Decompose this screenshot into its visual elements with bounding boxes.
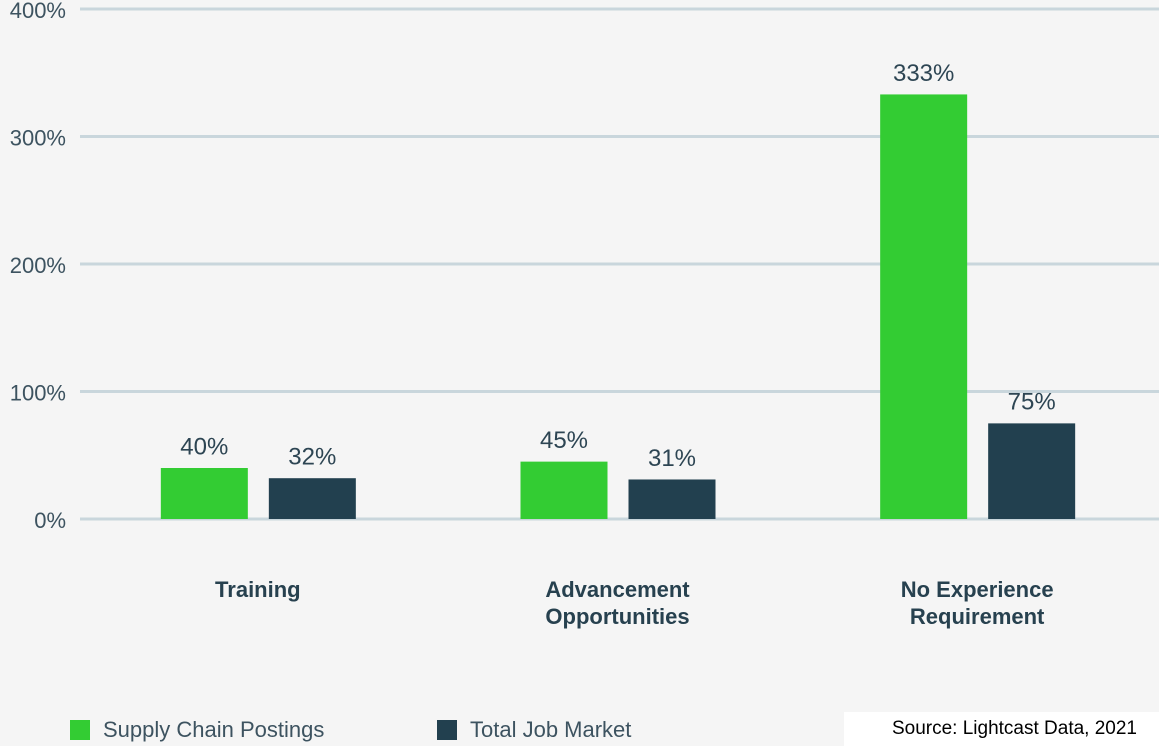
x-tick-label: Advancement Opportunities (545, 577, 690, 629)
y-tick-label: 400% (10, 0, 66, 23)
bar (160, 468, 248, 519)
data-label: 333% (893, 60, 954, 87)
bar (628, 479, 716, 519)
data-label: 32% (288, 444, 336, 471)
y-tick-label: 300% (10, 125, 66, 150)
x-tick-label: No Experience Requirement (900, 577, 1054, 629)
source: Source: Lightcast Data, 2021 (843, 712, 1159, 746)
legend-label: Total Job Market (470, 717, 631, 742)
bar (268, 478, 356, 519)
bar (520, 461, 608, 519)
data-label: 45% (540, 427, 588, 454)
legend-label: Supply Chain Postings (103, 717, 324, 742)
x-tick-label: Training (215, 577, 301, 602)
bar (880, 94, 968, 520)
y-tick-label: 0% (34, 508, 66, 533)
legend-swatch (437, 720, 457, 740)
data-label: 40% (180, 433, 228, 460)
legend-swatch (70, 720, 90, 740)
data-label: 75% (1008, 389, 1056, 416)
data-label: 31% (648, 445, 696, 472)
y-tick-label: 200% (10, 253, 66, 278)
bar (988, 423, 1076, 519)
y-tick-label: 100% (10, 380, 66, 405)
